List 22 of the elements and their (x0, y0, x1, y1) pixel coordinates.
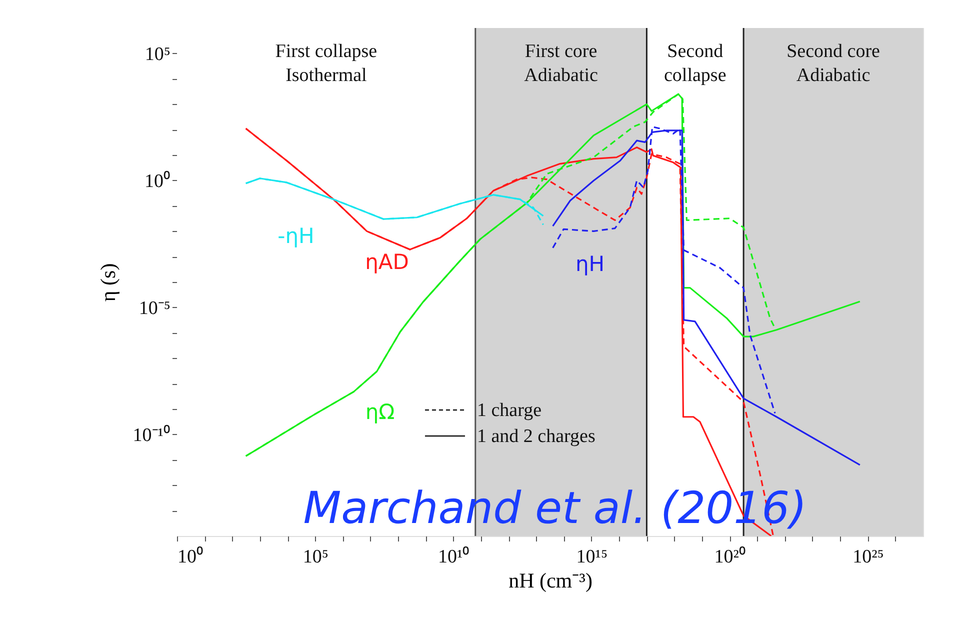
annotation: 1 charge (477, 400, 542, 421)
band-label: First collapse Isothermal (275, 41, 378, 86)
x-tick-label: 10¹⁰ (438, 546, 470, 568)
series-label: -ηH (278, 224, 314, 248)
y-tick-label: 10⁵ (144, 44, 170, 65)
series-label: ηAD (365, 250, 409, 274)
x-axis-title: nH (cm⁻³) (508, 568, 592, 592)
y-tick-label: 10⁻¹⁰ (132, 424, 170, 446)
band-label: First core Adiabatic (524, 41, 598, 86)
band-label: Second core Adiabatic (786, 41, 880, 86)
y-axis-title: η (s) (96, 263, 120, 302)
x-tick-label: 10⁵ (302, 546, 328, 568)
x-tick-label: 10²⁵ (852, 546, 884, 568)
band-label: Second collapse (664, 41, 726, 86)
series-label: ηΩ (365, 400, 395, 424)
x-tick-label: 10⁰ (178, 546, 204, 568)
y-tick-label: 10⁻⁵ (138, 298, 170, 319)
x-tick-label: 10²⁰ (714, 546, 746, 568)
y-tick-label: 10⁰ (144, 170, 170, 192)
series-label: ηH (575, 252, 605, 276)
x-tick-label: 10¹⁵ (576, 546, 608, 568)
annotation: 1 and 2 charges (477, 426, 596, 447)
